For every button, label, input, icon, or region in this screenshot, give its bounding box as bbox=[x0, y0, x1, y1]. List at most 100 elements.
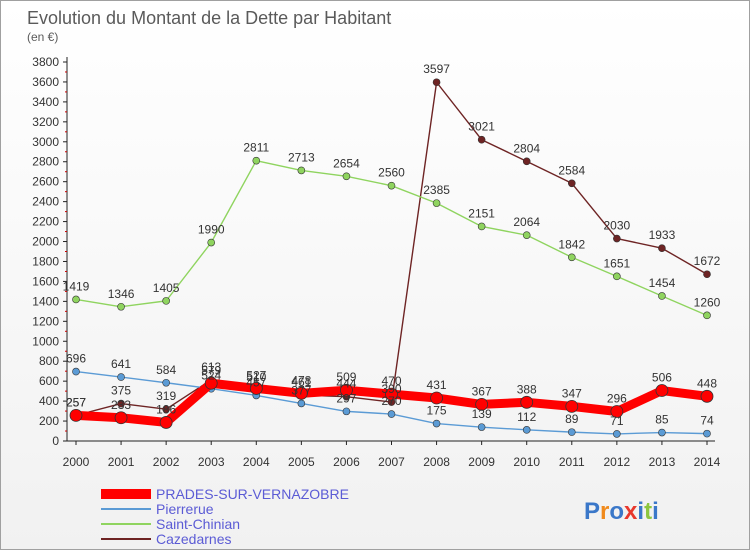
data-point bbox=[522, 231, 531, 239]
unit-label: (en €) bbox=[27, 30, 58, 44]
data-point bbox=[520, 395, 534, 409]
data-point bbox=[162, 378, 170, 387]
y-tick-label: 2800 bbox=[32, 155, 59, 169]
data-label: 1842 bbox=[558, 237, 585, 251]
data-point bbox=[703, 311, 711, 320]
data-point bbox=[703, 270, 711, 279]
x-tick-label: 2008 bbox=[423, 455, 450, 469]
x-tick-label: 2006 bbox=[333, 455, 360, 469]
logo-text: Proxiti bbox=[584, 498, 659, 525]
data-point bbox=[69, 408, 83, 422]
x-tick-label: 2011 bbox=[559, 455, 585, 469]
data-label: 388 bbox=[517, 382, 537, 396]
y-tick-label: 1800 bbox=[32, 254, 59, 268]
data-label: 448 bbox=[697, 376, 717, 390]
data-label: 524 bbox=[201, 369, 221, 383]
y-tick-label: 0 bbox=[52, 434, 59, 448]
data-label: 1260 bbox=[694, 295, 721, 309]
y-tick-label: 3400 bbox=[32, 95, 59, 109]
y-tick-label: 3000 bbox=[32, 135, 59, 149]
data-point bbox=[114, 411, 128, 425]
data-label: 506 bbox=[652, 371, 672, 385]
x-tick-label: 2001 bbox=[108, 455, 135, 469]
data-label: 347 bbox=[562, 386, 582, 400]
data-label: 461 bbox=[291, 375, 311, 389]
proxiti-logo: Proxiti bbox=[584, 498, 659, 525]
data-label: 175 bbox=[427, 404, 447, 418]
data-point bbox=[700, 389, 714, 403]
data-label: 2064 bbox=[513, 215, 540, 229]
data-label: 390 bbox=[381, 382, 401, 396]
y-tick-label: 400 bbox=[39, 394, 59, 408]
data-label: 186 bbox=[156, 402, 176, 416]
data-point bbox=[430, 391, 443, 405]
data-label: 1454 bbox=[649, 276, 676, 290]
y-tick-label: 3200 bbox=[32, 115, 59, 129]
data-point bbox=[342, 172, 351, 181]
point-labels: 257 233 186 579 527 478 509 470 431 367 388 347 296 5… bbox=[63, 62, 721, 428]
data-point bbox=[207, 238, 216, 247]
data-point bbox=[475, 397, 489, 411]
data-point bbox=[162, 405, 170, 413]
y-tick-label: 600 bbox=[39, 374, 59, 388]
data-point bbox=[294, 386, 308, 400]
data-label: 3597 bbox=[423, 62, 450, 76]
x-tick-label: 2003 bbox=[198, 455, 225, 469]
data-label: 696 bbox=[66, 352, 86, 366]
data-label: 2584 bbox=[558, 163, 585, 177]
data-label: 2811 bbox=[243, 141, 269, 155]
data-point bbox=[613, 272, 621, 281]
data-point bbox=[252, 156, 261, 165]
data-label: 478 bbox=[291, 373, 311, 387]
data-label: 375 bbox=[111, 384, 131, 398]
x-tick-label: 2014 bbox=[694, 455, 721, 469]
y-tick-label: 2000 bbox=[32, 235, 59, 249]
data-label: 85 bbox=[655, 413, 669, 427]
data-label: 431 bbox=[427, 378, 447, 392]
data-label: 641 bbox=[111, 357, 131, 371]
data-point bbox=[204, 376, 218, 390]
data-label: 2804 bbox=[513, 141, 540, 155]
data-label: 613 bbox=[201, 360, 221, 374]
data-label: 377 bbox=[291, 383, 311, 397]
data-label: 2560 bbox=[378, 166, 405, 180]
data-point bbox=[522, 157, 531, 166]
data-label: 71 bbox=[610, 414, 624, 428]
data-point bbox=[658, 292, 666, 300]
data-point bbox=[477, 222, 486, 231]
data-label: 1933 bbox=[649, 228, 676, 242]
y-tick-label: 3600 bbox=[32, 75, 59, 89]
data-point bbox=[387, 410, 396, 418]
data-point bbox=[342, 407, 351, 416]
data-point bbox=[162, 297, 170, 305]
axes: 0 200 400 600 800 1000 1200 1400 1600 1800 2000 220… bbox=[32, 55, 720, 469]
y-tick-label: 800 bbox=[39, 354, 59, 368]
series-lines bbox=[69, 78, 714, 438]
data-point bbox=[249, 382, 263, 395]
data-label: 1405 bbox=[153, 281, 180, 295]
data-point bbox=[703, 429, 711, 438]
data-label: 296 bbox=[607, 391, 627, 405]
data-label: 2385 bbox=[423, 183, 450, 197]
data-label: 89 bbox=[565, 412, 579, 426]
data-label: 2151 bbox=[468, 206, 495, 220]
y-tick-label: 1600 bbox=[32, 274, 59, 288]
data-point bbox=[387, 181, 396, 190]
data-label: 1346 bbox=[108, 287, 135, 301]
data-point bbox=[567, 179, 576, 188]
data-point bbox=[297, 166, 306, 175]
y-tick-label: 1000 bbox=[32, 334, 59, 348]
data-label: 257 bbox=[66, 395, 86, 409]
data-point bbox=[477, 135, 486, 144]
data-label: 270 bbox=[381, 394, 401, 408]
data-label: 3021 bbox=[468, 120, 495, 134]
data-label: 112 bbox=[517, 410, 536, 424]
data-point bbox=[432, 78, 441, 87]
legend-label: PRADES-SUR-VERNAZOBRE bbox=[156, 486, 349, 502]
y-tick-label: 200 bbox=[39, 414, 59, 428]
data-label: 139 bbox=[472, 407, 492, 421]
x-tick-label: 2013 bbox=[649, 455, 676, 469]
legend-label: Cazedarnes bbox=[156, 531, 232, 547]
